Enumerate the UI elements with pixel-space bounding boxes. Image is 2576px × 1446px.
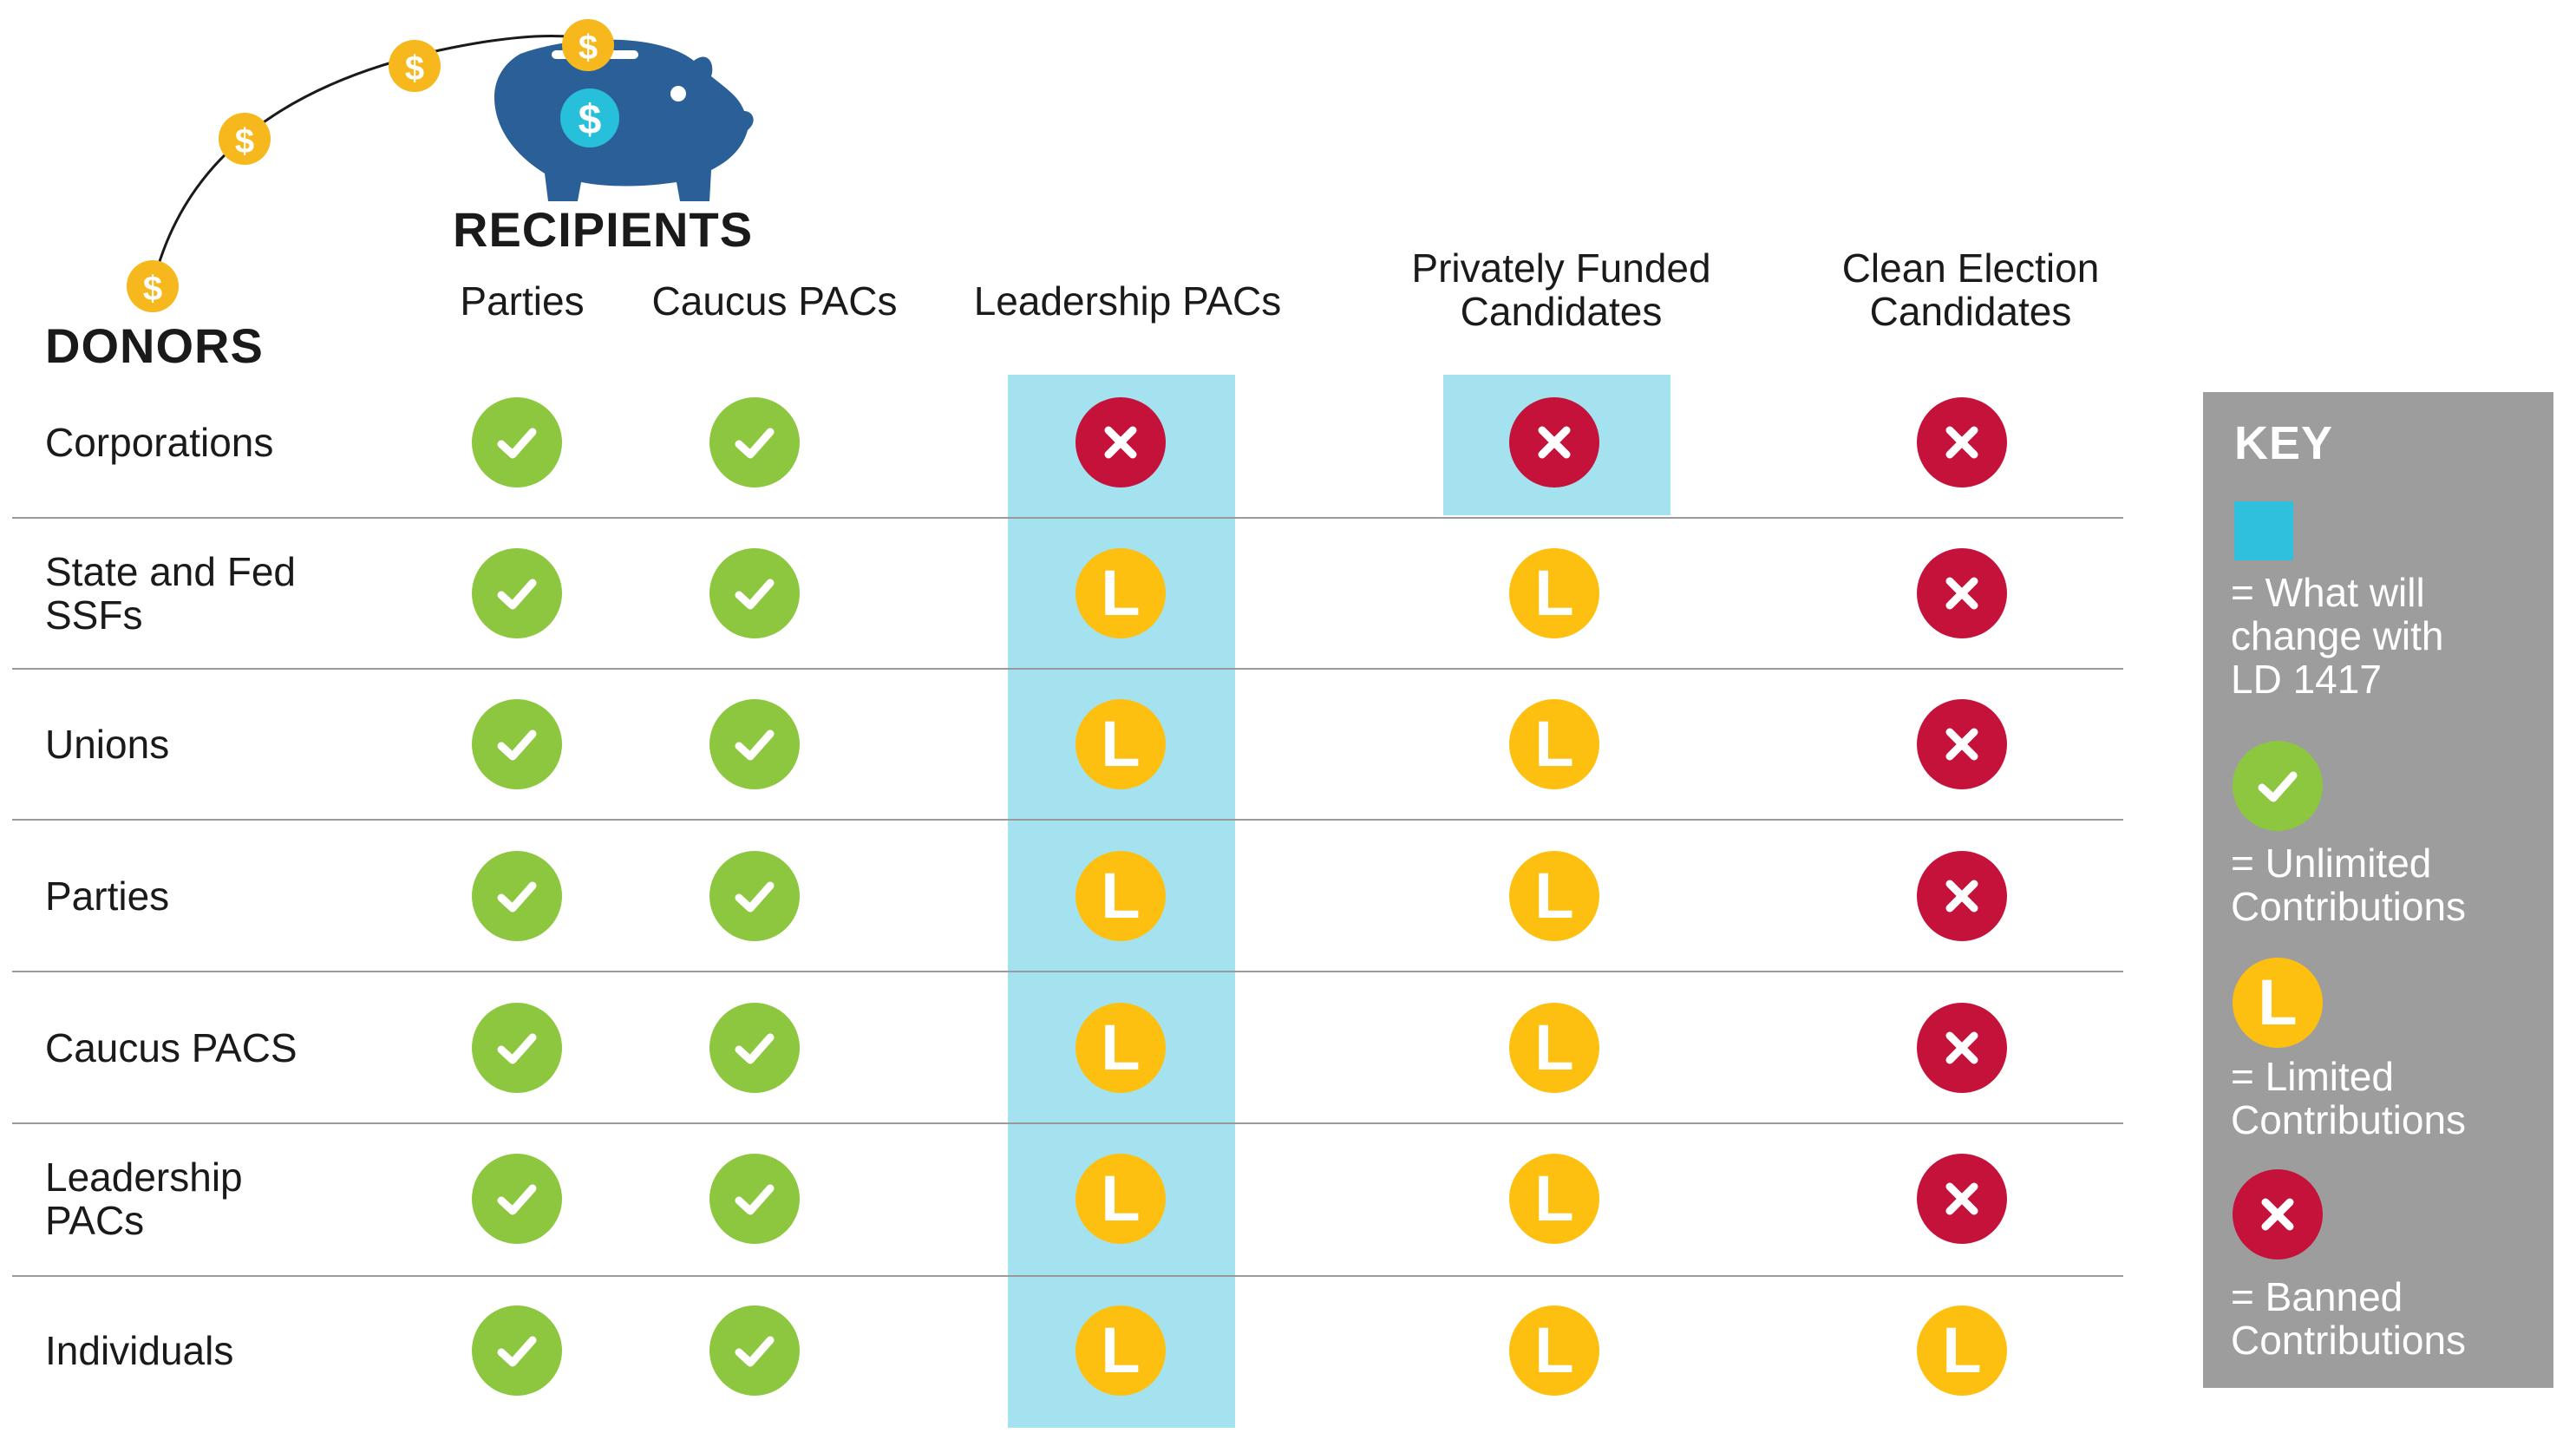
limited-l-glyph: L bbox=[1534, 708, 1574, 780]
x-icon bbox=[1917, 1003, 2007, 1093]
check-icon bbox=[709, 548, 800, 638]
key-x-icon bbox=[2233, 1169, 2323, 1260]
row-label: State and Fed SSFs bbox=[45, 549, 296, 638]
row-divider bbox=[12, 1122, 2123, 1124]
row-label: Parties bbox=[45, 873, 170, 919]
x-icon bbox=[1076, 397, 1166, 487]
row-divider bbox=[12, 1275, 2123, 1277]
svg-text:$: $ bbox=[143, 270, 162, 308]
x-icon bbox=[1917, 548, 2007, 638]
key-limited-l-icon: L bbox=[2233, 958, 2323, 1048]
check-icon bbox=[472, 851, 562, 941]
svg-text:$: $ bbox=[405, 49, 424, 88]
coin-icon-4: $ bbox=[562, 19, 614, 71]
check-icon bbox=[472, 699, 562, 789]
row-label: Corporations bbox=[45, 420, 274, 465]
limited-l-glyph: L bbox=[1534, 1011, 1574, 1083]
row-divider bbox=[12, 819, 2123, 821]
check-icon bbox=[709, 1305, 800, 1396]
svg-text:$: $ bbox=[235, 122, 254, 160]
limited-l-icon: L bbox=[1917, 1305, 2007, 1396]
check-icon bbox=[709, 699, 800, 789]
recipients-heading: RECIPIENTS bbox=[453, 202, 754, 257]
limited-l-icon: L bbox=[1076, 699, 1166, 789]
x-icon bbox=[1917, 1154, 2007, 1244]
row-label: Leadership PACs bbox=[45, 1155, 243, 1243]
column-header-caucus-pacs: Caucus PACs bbox=[651, 278, 898, 324]
limited-l-icon: L bbox=[1509, 548, 1599, 638]
limited-l-glyph: L bbox=[1101, 1011, 1141, 1083]
limited-l-glyph: L bbox=[1534, 1314, 1574, 1386]
check-icon bbox=[472, 1003, 562, 1093]
limited-l-glyph: L bbox=[1534, 557, 1574, 629]
key-title: KEY bbox=[2234, 417, 2334, 469]
coin-arc-path bbox=[151, 34, 591, 287]
limited-l-icon: L bbox=[1509, 1305, 1599, 1396]
column-header-privately-funded-candidates: Privately Funded Candidates bbox=[1411, 245, 1711, 334]
limited-l-glyph: L bbox=[1534, 1162, 1574, 1234]
key-limited-l-glyph: L bbox=[2258, 966, 2298, 1038]
limited-l-icon: L bbox=[1076, 1003, 1166, 1093]
limited-l-glyph: L bbox=[1101, 708, 1141, 780]
piggy-bank-illustration: $ $ $ $ $ bbox=[127, 19, 754, 312]
key-text-change: = What will change with LD 1417 bbox=[2231, 570, 2444, 702]
limited-l-icon: L bbox=[1076, 851, 1166, 941]
check-icon bbox=[472, 548, 562, 638]
check-icon bbox=[472, 397, 562, 487]
coin-icon-1: $ bbox=[127, 260, 179, 312]
donors-heading: DONORS bbox=[45, 318, 264, 373]
limited-l-icon: L bbox=[1076, 1154, 1166, 1244]
limited-l-icon: L bbox=[1509, 1154, 1599, 1244]
row-divider bbox=[12, 668, 2123, 670]
key-text-banned: = Banned Contributions bbox=[2231, 1274, 2467, 1363]
limited-l-glyph: L bbox=[1101, 860, 1141, 932]
check-icon bbox=[709, 1154, 800, 1244]
key-check-icon bbox=[2233, 741, 2323, 831]
x-icon bbox=[1917, 397, 2007, 487]
coin-icon-2: $ bbox=[219, 113, 271, 165]
check-icon bbox=[709, 1003, 800, 1093]
row-divider bbox=[12, 517, 2123, 519]
limited-l-icon: L bbox=[1509, 1003, 1599, 1093]
limited-l-glyph: L bbox=[1101, 557, 1141, 629]
check-icon bbox=[709, 851, 800, 941]
column-header-clean-election-candidates: Clean Election Candidates bbox=[1841, 245, 2100, 334]
x-icon bbox=[1509, 397, 1599, 487]
key-text-limited: = Limited Contributions bbox=[2231, 1054, 2467, 1142]
check-icon bbox=[472, 1305, 562, 1396]
check-icon bbox=[472, 1154, 562, 1244]
key-text-unlimited: = Unlimited Contributions bbox=[2231, 841, 2467, 929]
limited-l-icon: L bbox=[1076, 1305, 1166, 1396]
row-label: Caucus PACS bbox=[45, 1025, 297, 1070]
row-divider bbox=[12, 971, 2123, 972]
svg-text:$: $ bbox=[579, 29, 598, 67]
x-icon bbox=[1917, 699, 2007, 789]
svg-text:$: $ bbox=[579, 97, 602, 143]
limited-l-icon: L bbox=[1509, 699, 1599, 789]
piggy-bank-icon: $ bbox=[494, 39, 754, 201]
x-icon bbox=[1917, 851, 2007, 941]
column-header-parties: Parties bbox=[460, 278, 585, 324]
row-label: Individuals bbox=[45, 1328, 234, 1373]
key-swatch-change bbox=[2234, 501, 2293, 560]
limited-l-glyph: L bbox=[1942, 1314, 1982, 1386]
check-icon bbox=[709, 397, 800, 487]
key-panel: KEY = What will change with LD 1417 = Un… bbox=[2203, 392, 2553, 1388]
coin-icon-3: $ bbox=[389, 40, 441, 92]
row-label: Unions bbox=[45, 722, 170, 767]
limited-l-glyph: L bbox=[1534, 860, 1574, 932]
limited-l-glyph: L bbox=[1101, 1162, 1141, 1234]
column-header-leadership-pacs: Leadership PACs bbox=[973, 278, 1282, 324]
limited-l-glyph: L bbox=[1101, 1314, 1141, 1386]
limited-l-icon: L bbox=[1076, 548, 1166, 638]
limited-l-icon: L bbox=[1509, 851, 1599, 941]
